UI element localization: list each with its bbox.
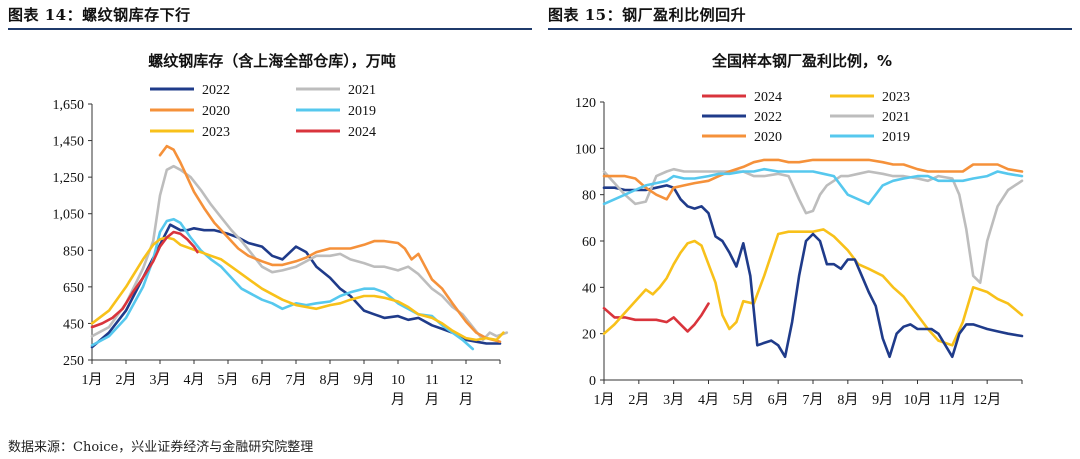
x-tick-label: 11 [425,373,438,388]
series-line-2023 [602,228,1024,347]
x-tick-label: 月 [391,392,405,408]
right-title-rule [548,28,1072,30]
y-tick-label: 250 [63,354,84,369]
series-line-2019 [602,167,1024,206]
x-tick-label: 11月 [939,392,966,408]
x-tick-label: 6月 [252,372,273,388]
y-tick-label: 1,050 [53,208,85,223]
legend-label-2020: 2020 [202,104,230,119]
legend-label-2021: 2021 [348,83,376,98]
x-tick-label: 6月 [768,392,789,408]
x-tick-label: 月 [459,392,473,408]
x-tick-label: 5月 [218,372,239,388]
series-line-2022 [90,223,502,349]
x-tick-label: 2月 [116,372,137,388]
legend-label-2022: 2022 [754,110,782,125]
chart-title: 全国样本钢厂盈利比例，% [711,52,892,70]
x-tick-label: 4月 [698,392,719,408]
legend-label-2021: 2021 [882,110,910,125]
x-tick-label: 9月 [872,392,893,408]
x-tick-label: 5月 [733,392,754,408]
y-tick-label: 1,650 [53,98,85,113]
x-tick-label: 8月 [837,392,858,408]
series-line-2023 [90,236,505,342]
x-tick-label: 4月 [184,372,205,388]
legend-label-2024: 2024 [754,90,782,105]
y-tick-label: 20 [582,328,596,343]
y-tick-label: 1,450 [53,135,85,150]
y-tick-label: 450 [63,317,84,332]
y-tick-label: 100 [575,142,596,157]
x-tick-label: 10月 [904,392,932,408]
x-tick-label: 月 [425,392,439,408]
x-tick-label: 3月 [663,392,684,408]
rebar-inventory-chart: 螺纹钢库存（含上海全部仓库），万吨 250 450 650 850 1,050 1,250 1… [53,52,509,408]
right-figure-title: 图表 15：钢厂盈利比例回升 [548,6,747,24]
y-tick-label: 1,250 [53,171,85,186]
x-tick-label: 10 [391,373,405,388]
legend-label-2019: 2019 [882,130,910,145]
legend-label-2019: 2019 [348,104,376,119]
x-tick-label: 3月 [150,372,171,388]
x-tick-label: 9月 [354,372,375,388]
series-line-2020 [602,158,1024,201]
series-line-2019 [90,217,475,351]
left-figure-title: 图表 14：螺纹钢库存下行 [8,6,191,24]
mill-profitability-chart: 全国样本钢厂盈利比例，% 0 20 40 60 80 100 120 1月 2月 3月 4月 5月 6月 7… [575,52,1024,408]
y-tick-label: 80 [582,189,596,204]
series-line-2021 [90,164,509,342]
x-tick-label: 2月 [628,392,649,408]
x-tick-label: 12 [459,373,473,388]
x-tick-label: 8月 [320,372,341,388]
series-line-2022 [602,184,1024,359]
data-source-note: 数据来源：Choice，兴业证券经济与金融研究院整理 [8,440,314,455]
series-line-2021 [602,167,1024,284]
x-tick-label: 7月 [803,392,824,408]
series-line-2020 [158,144,502,344]
legend-label-2023: 2023 [882,90,910,105]
x-tick-label: 7月 [286,372,307,388]
y-tick-label: 0 [589,374,596,389]
left-title-rule [8,28,532,30]
legend-label-2020: 2020 [754,130,782,145]
y-tick-label: 60 [582,235,596,250]
x-tick-label: 1月 [82,372,103,388]
series-line-2024 [90,230,199,329]
x-tick-label: 1月 [594,392,615,408]
legend-label-2024: 2024 [348,125,376,140]
x-tick-label: 12月 [973,392,1001,408]
series-line-2024 [602,302,710,333]
y-tick-label: 120 [575,96,596,111]
y-tick-label: 40 [582,281,596,296]
legend-label-2022: 2022 [202,83,230,98]
y-tick-label: 650 [63,281,84,296]
y-tick-label: 850 [63,244,84,259]
legend-label-2023: 2023 [202,125,230,140]
chart-title: 螺纹钢库存（含上海全部仓库），万吨 [148,52,396,70]
